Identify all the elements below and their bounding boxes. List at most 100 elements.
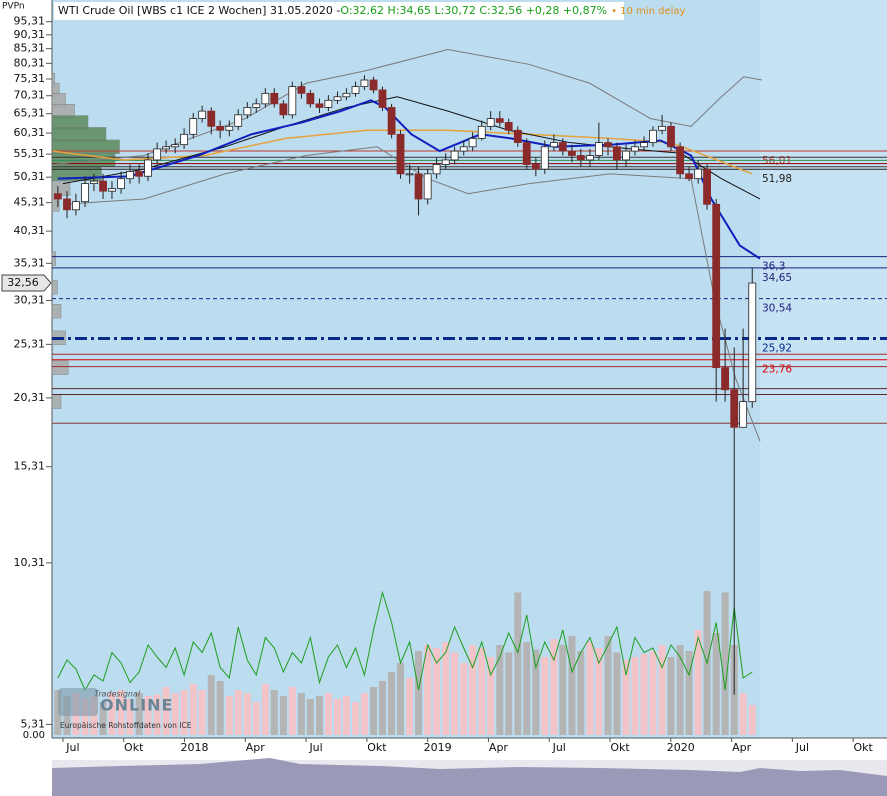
candle-body (81, 183, 89, 203)
overlay-line (57, 99, 761, 260)
volume-bar (117, 690, 125, 735)
volume-bar (514, 592, 522, 735)
volume-bar (631, 657, 639, 735)
volume-bar (198, 690, 206, 735)
header-quote: O:32,62 H:34,65 L:30,72 C:32,56 +0,28 +0… (340, 4, 607, 17)
candle-body (135, 171, 144, 177)
candle-body (108, 188, 116, 192)
volume-zero-label: 0.00 (23, 730, 45, 741)
candle-body (549, 142, 558, 148)
candle-body (99, 180, 107, 192)
volume-bar (324, 693, 332, 735)
candle-body (189, 118, 198, 135)
level-label: 25,92 (762, 343, 792, 355)
volume-bar (649, 651, 657, 735)
y-tick-label: 65,31 (14, 107, 46, 120)
candle-body (297, 86, 306, 94)
y-tick-label: 55,31 (14, 147, 46, 160)
volume-bar (315, 696, 323, 735)
volume-bar (487, 657, 495, 735)
axis-background (0, 0, 52, 796)
y-tick-label: 15,31 (14, 460, 46, 473)
candle-body (685, 173, 693, 180)
x-axis-background (52, 738, 887, 758)
volume-bar (81, 699, 89, 735)
volume-bar (171, 693, 179, 735)
candle-body (568, 150, 576, 156)
y-tick-label: 40,31 (14, 224, 46, 237)
candle-body (306, 92, 315, 105)
candle-body (207, 110, 216, 127)
candle-body (369, 79, 378, 91)
volume-bar (406, 678, 414, 735)
volume-bar (712, 633, 720, 735)
volume-bar (595, 648, 603, 735)
volume-bar (658, 645, 666, 735)
candle-body (649, 129, 657, 143)
candle-body (225, 125, 234, 131)
volume-bar (144, 696, 152, 735)
last-price-label: 32,56 (7, 276, 39, 289)
x-tick-label: 2020 (667, 741, 695, 754)
volume-bar (360, 693, 368, 735)
candle-body (53, 193, 62, 200)
volume-bar (342, 696, 350, 735)
future-area (760, 0, 887, 738)
x-tick-label: Okt (853, 741, 873, 754)
candle-body (504, 122, 513, 131)
overlay-line (52, 129, 753, 175)
candle-body (477, 125, 486, 139)
x-tick-label: Jul (308, 741, 322, 754)
volume-bar (568, 636, 576, 735)
volume-bar (586, 642, 594, 735)
candle-body (622, 150, 630, 161)
x-tick-label: Apr (732, 741, 752, 754)
candle-body (676, 146, 685, 175)
candle-body (432, 164, 441, 175)
volume-bar (333, 699, 341, 735)
x-tick-label: Jul (552, 741, 566, 754)
candle-body (730, 389, 739, 428)
volume-bar (622, 660, 630, 735)
x-tick-label: Apr (489, 741, 509, 754)
candle-body (324, 99, 333, 108)
volume-bar (153, 694, 161, 735)
y-tick-label: 10,31 (14, 556, 46, 569)
y-tick-label: 60,31 (14, 126, 46, 139)
volume-bar (550, 639, 558, 735)
volume-bar (180, 690, 188, 735)
volume-bar (694, 630, 702, 735)
last-price-box (1, 274, 52, 292)
candle-body (495, 118, 504, 123)
navigator-area (52, 758, 887, 796)
candle-body (279, 103, 288, 116)
candle-body (333, 96, 342, 101)
candle-body (586, 155, 594, 161)
volume-bar (370, 687, 378, 735)
x-tick-label: Okt (124, 741, 144, 754)
volume-bar (234, 690, 242, 735)
volume-bar (252, 702, 260, 735)
x-tick-label: 2019 (424, 741, 452, 754)
level-label: 51,98 (762, 173, 792, 185)
candle-body (414, 173, 423, 200)
candle-body (640, 142, 648, 148)
candle-body (216, 125, 225, 131)
level-label: 23,76 (762, 364, 792, 376)
y-tick-label: 45,31 (14, 196, 46, 209)
volume-bar (469, 645, 477, 735)
candle-body (540, 146, 549, 170)
candle-body (144, 159, 152, 177)
volume-bar (478, 648, 486, 735)
logo-badge (58, 688, 98, 716)
volume-bar (378, 681, 386, 735)
x-tick-label: Jul (795, 741, 809, 754)
candle-body (694, 168, 703, 180)
candle-body (631, 146, 639, 152)
volume-bar (216, 681, 224, 735)
x-tick-label: 2018 (181, 741, 209, 754)
candle-body (721, 367, 730, 391)
candle-body (558, 142, 567, 152)
volume-bar (640, 654, 648, 735)
candle-body (360, 79, 369, 87)
